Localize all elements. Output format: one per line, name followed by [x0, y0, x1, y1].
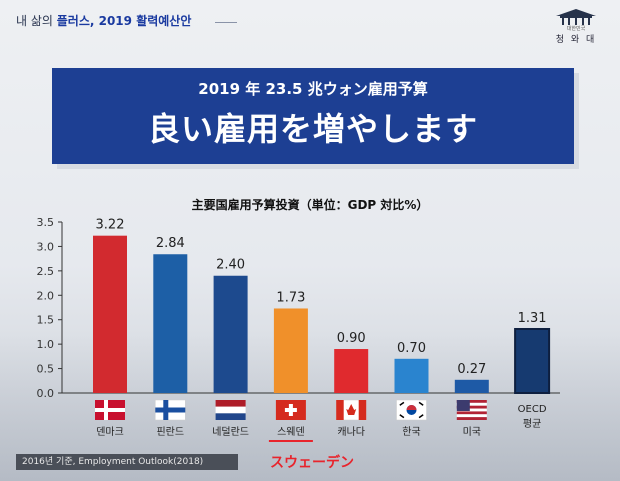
usa-flag-icon: [456, 400, 487, 420]
bar-value-label: 0.90: [337, 331, 366, 346]
bar: [153, 254, 188, 393]
logo-small-text: 대한민국: [566, 26, 586, 32]
chart-title: 主要国雇用予算投資（単位：GDP 対比%）: [191, 198, 429, 212]
y-tick-label: 3.0: [37, 240, 55, 253]
bar-value-label: 2.84: [156, 236, 185, 251]
category-label: 덴마크: [96, 426, 124, 438]
header-divider: [215, 22, 237, 23]
switzerland-flag-icon: [275, 400, 306, 420]
banner-subtitle: 2019 年 23.5 兆ウォン雇用予算: [198, 80, 428, 98]
category-label: 네덜란드: [212, 426, 249, 438]
bar: [514, 327, 551, 394]
bar: [454, 379, 489, 393]
y-tick-label: 3.5: [37, 216, 55, 229]
category-label: 평균: [523, 418, 541, 430]
sweden-annotation: スウェーデン: [270, 455, 354, 471]
category-label: 미국: [463, 426, 481, 438]
y-tick-label: 2.5: [37, 265, 55, 278]
finland-flag-icon: [155, 399, 186, 421]
header-title-highlight: 플러스: [56, 14, 90, 28]
header-title-part1: 내 삶의: [16, 14, 57, 28]
blue-house-logo: 대한민국 청 와 대: [550, 8, 602, 45]
bar: [213, 275, 248, 393]
y-tick-label: 2.0: [37, 289, 55, 302]
bar: [273, 308, 308, 393]
y-tick-label: 0.0: [37, 387, 55, 400]
category-label: 핀란드: [156, 426, 184, 438]
bar-value-label: 0.70: [397, 341, 426, 356]
blue-house-roof-icon: [556, 9, 596, 25]
denmark-flag-icon: [95, 400, 125, 420]
page-header-title: 내 삶의 플러스, 2019 활력예산안: [16, 12, 191, 29]
bar: [334, 349, 369, 393]
logo-text: 청 와 대: [555, 35, 597, 45]
bar: [93, 235, 127, 393]
south-korea-flag-icon: [396, 399, 427, 421]
bar-value-label: 1.73: [276, 290, 305, 305]
category-label: OECD: [518, 404, 547, 415]
banner-title: 良い雇用を増やします: [147, 110, 478, 148]
bar: [394, 358, 429, 393]
bar-value-label: 3.22: [96, 218, 125, 233]
source-note: 2016년 기준, Employment Outlook(2018): [16, 454, 238, 470]
netherlands-flag-icon: [215, 400, 246, 420]
bar-value-label: 1.31: [518, 311, 547, 326]
bar-value-label: 0.27: [457, 362, 486, 377]
y-tick-label: 1.0: [37, 338, 55, 351]
canada-flag-icon: [335, 399, 367, 421]
category-label: 캐나다: [337, 426, 365, 438]
y-tick-label: 1.5: [37, 314, 55, 327]
y-tick-label: 0.5: [37, 363, 55, 376]
category-label: 스웨덴: [277, 426, 305, 438]
category-label: 한국: [402, 426, 420, 438]
header-title-part3: , 2019 활력예산안: [89, 14, 192, 28]
headline-banner: 2019 年 23.5 兆ウォン雇用予算 良い雇用を増やします: [52, 68, 574, 164]
bar-value-label: 2.40: [216, 258, 245, 273]
